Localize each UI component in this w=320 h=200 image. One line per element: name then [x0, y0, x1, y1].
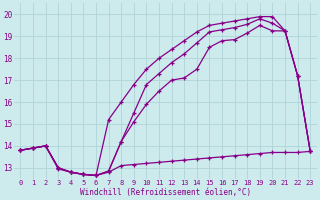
X-axis label: Windchill (Refroidissement éolien,°C): Windchill (Refroidissement éolien,°C) [80, 188, 251, 197]
